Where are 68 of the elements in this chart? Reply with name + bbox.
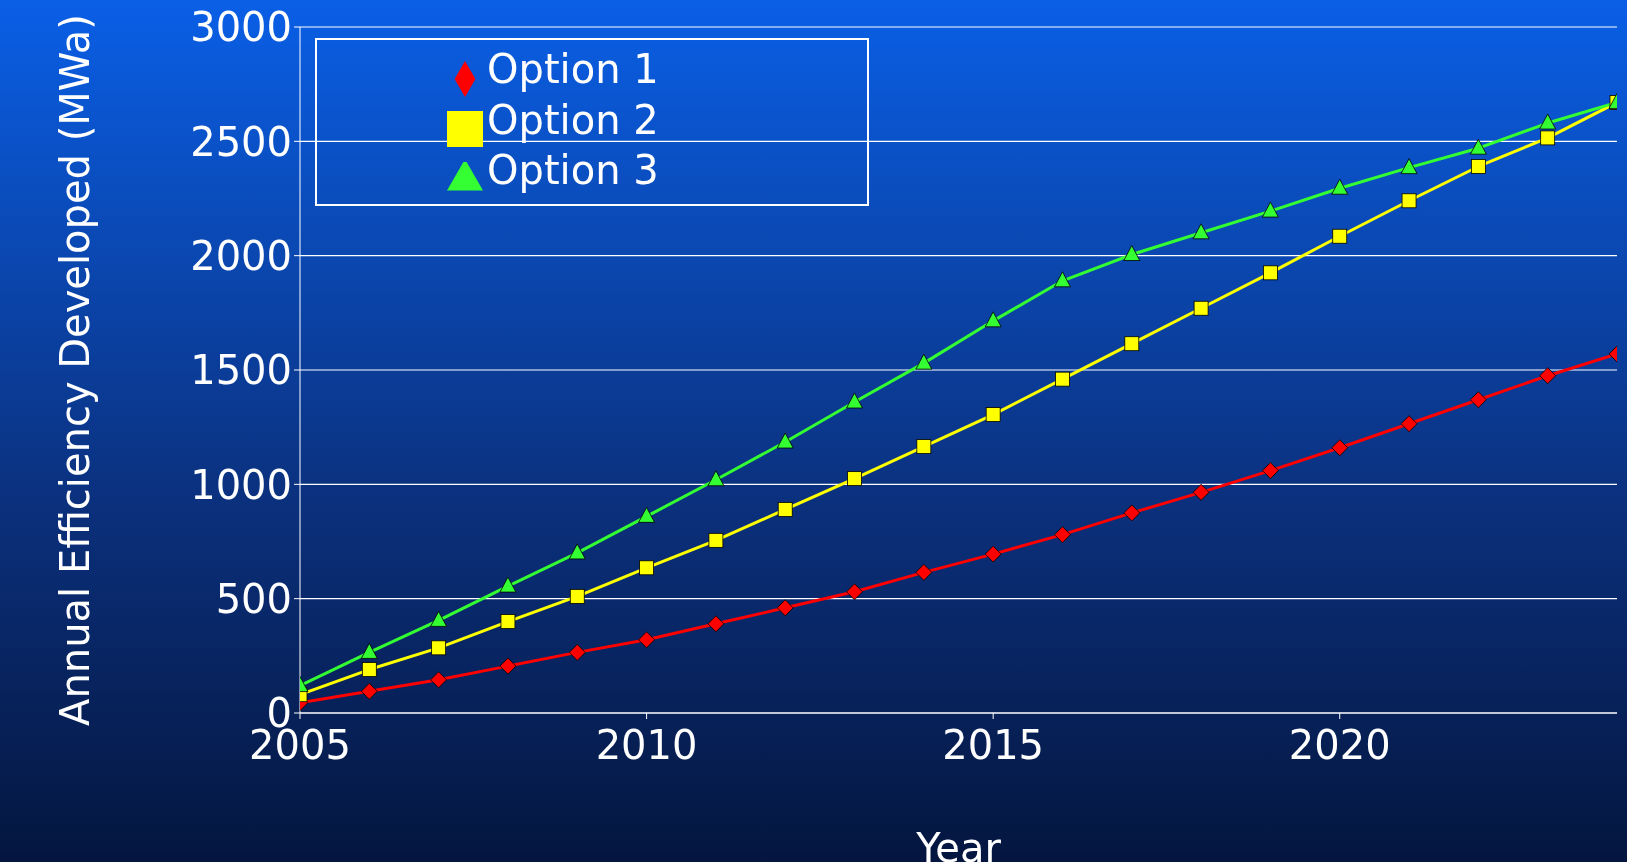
point [568, 543, 586, 560]
point [916, 439, 932, 454]
point [430, 671, 448, 689]
y-tick-label: 2500 [190, 118, 292, 165]
point [1054, 271, 1071, 288]
point [1055, 371, 1070, 387]
point [915, 563, 933, 581]
point [1400, 158, 1418, 175]
point [500, 614, 516, 629]
point [639, 560, 654, 576]
point [777, 502, 793, 517]
point [431, 640, 447, 656]
point [708, 532, 724, 548]
point [1124, 336, 1140, 352]
point [1540, 130, 1556, 146]
legend-label: Option 2 [487, 96, 659, 143]
point [638, 631, 655, 649]
x-tick-label: 2015 [942, 722, 1045, 769]
point [1470, 159, 1486, 174]
x-axis-title: Year [915, 825, 1002, 862]
point [846, 583, 863, 601]
point [1192, 483, 1210, 501]
point [499, 576, 517, 593]
point [776, 599, 794, 617]
point [776, 432, 794, 449]
point [430, 610, 448, 627]
point [1401, 193, 1417, 209]
point [1331, 439, 1349, 457]
point [846, 392, 863, 409]
point [915, 353, 933, 370]
point [1539, 367, 1557, 385]
point [1262, 462, 1279, 480]
y-tick-label: 1500 [190, 347, 292, 394]
point [499, 657, 517, 675]
point [984, 311, 1002, 328]
legend-label: Option 1 [487, 46, 659, 92]
point [1123, 245, 1141, 261]
point [1469, 391, 1487, 409]
point [1054, 526, 1071, 544]
point [1331, 178, 1349, 195]
x-tick-label: 2020 [1288, 722, 1391, 769]
y-axis-title: Annual Efficiency Developed (MWa) [52, 14, 99, 726]
point [1332, 228, 1348, 244]
y-tick-label: 2000 [190, 232, 292, 279]
y-tick-label: 3000 [190, 4, 292, 51]
point [707, 615, 725, 633]
point [1539, 113, 1557, 130]
point [707, 470, 725, 487]
point [985, 407, 1001, 422]
y-tick-label: 500 [215, 575, 292, 622]
point [569, 588, 585, 604]
y-tick-label: 1000 [190, 461, 292, 508]
point [1400, 415, 1418, 433]
point [1263, 265, 1278, 281]
point [1123, 504, 1141, 522]
point [1262, 201, 1279, 218]
point [568, 644, 586, 661]
point [638, 506, 655, 523]
point [1469, 138, 1487, 155]
point [360, 682, 378, 700]
x-tick-label: 2010 [595, 722, 698, 769]
point [361, 662, 377, 677]
point [360, 643, 378, 659]
point [1192, 223, 1210, 240]
legend-label: Option 3 [487, 147, 659, 193]
point [847, 471, 862, 487]
point [1193, 300, 1209, 316]
point [984, 545, 1002, 563]
